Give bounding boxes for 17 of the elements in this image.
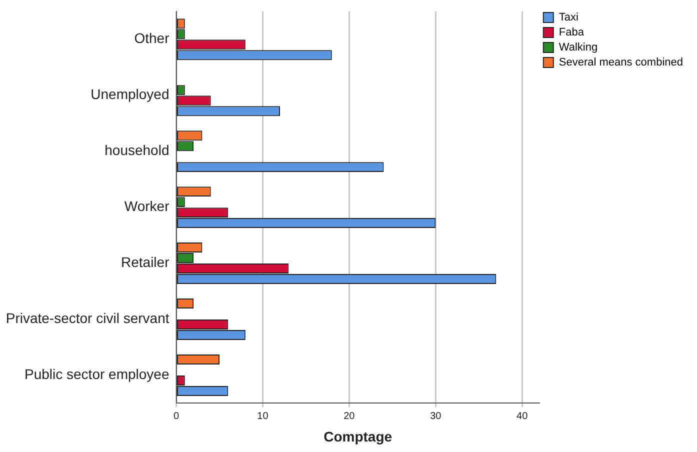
- x-axis-title: Comptage: [324, 428, 392, 444]
- y-tick-label: Unemployed: [90, 86, 170, 102]
- y-tick-label: Worker: [124, 198, 170, 214]
- x-tick-label: 0: [173, 410, 180, 422]
- y-tick-label: Other: [134, 30, 170, 46]
- y-tick-label: Private-sector civil servant: [6, 310, 170, 326]
- y-tick-label: Public sector employee: [24, 366, 170, 382]
- y-tick-label: household: [104, 142, 170, 158]
- x-tick-label: 40: [516, 410, 528, 422]
- legend-label: Faba: [558, 26, 585, 39]
- x-tick-label: 20: [344, 410, 356, 422]
- y-tick-label: Retailer: [121, 254, 170, 270]
- x-tick-label: 10: [257, 410, 269, 422]
- x-tick-label: 30: [430, 410, 442, 422]
- legend-label: Several means combined: [558, 56, 684, 69]
- legend-label: Walking: [558, 42, 598, 54]
- legend-label: Taxi: [558, 12, 578, 24]
